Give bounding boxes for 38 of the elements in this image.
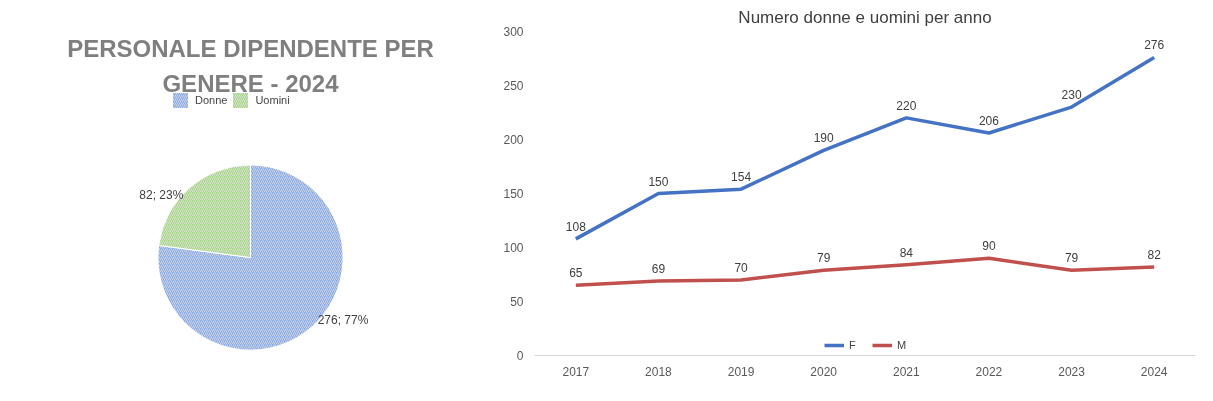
data-label: 79 <box>1064 251 1079 266</box>
data-label: 79 <box>817 251 831 266</box>
data-label: 70 <box>734 260 749 275</box>
legend-label: F <box>849 339 857 351</box>
y-tick-label: 0 <box>516 349 524 363</box>
data-label: 69 <box>651 261 666 276</box>
x-tick-label: 2023 <box>1058 364 1086 379</box>
y-tick-label: 200 <box>503 133 524 147</box>
data-label: 108 <box>565 219 587 234</box>
legend-label: Donne <box>195 94 228 106</box>
x-tick-label: 2020 <box>810 364 838 379</box>
legend-label: M <box>897 339 908 351</box>
legend-label: Uomini <box>255 94 290 106</box>
data-label: 84 <box>899 245 914 260</box>
data-label: 276 <box>1144 38 1165 53</box>
data-label: 230 <box>1061 88 1082 103</box>
data-label: 154 <box>731 170 752 185</box>
x-tick-label: 2017 <box>562 364 590 379</box>
y-tick-label: 250 <box>503 79 524 93</box>
data-label: 276; 77% <box>317 312 369 327</box>
data-label: 220 <box>896 98 917 113</box>
data-label: 150 <box>648 174 669 189</box>
y-tick-label: 100 <box>503 241 524 255</box>
data-label: 82; 23% <box>139 188 184 203</box>
x-tick-label: 2021 <box>892 364 920 379</box>
x-tick-label: 2018 <box>645 364 673 379</box>
x-tick-label: 2019 <box>727 364 755 379</box>
y-tick-label: 150 <box>503 187 524 201</box>
y-tick-label: 300 <box>503 25 524 39</box>
data-label: 206 <box>978 114 1000 129</box>
data-label: 190 <box>813 131 835 146</box>
data-label: 65 <box>569 266 583 281</box>
data-label: 82 <box>1147 247 1162 262</box>
chart-title: Numero donne e uomini per anno <box>738 7 992 27</box>
data-label: 90 <box>982 239 996 254</box>
x-tick-label: 2024 <box>1140 364 1168 379</box>
y-tick-label: 50 <box>510 295 524 309</box>
x-tick-label: 2022 <box>975 364 1003 379</box>
